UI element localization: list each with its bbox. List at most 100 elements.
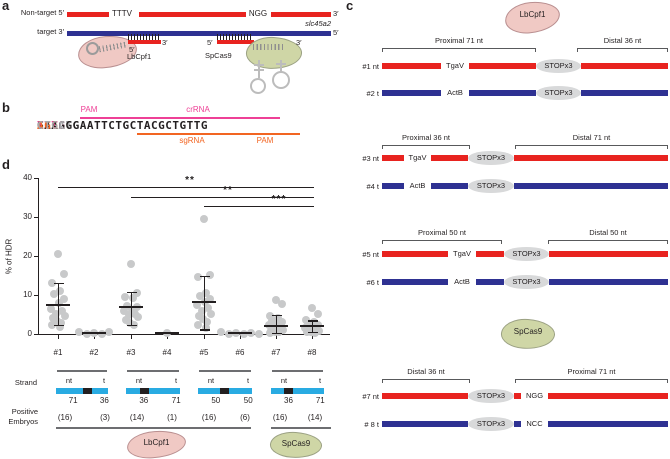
stop-cassette: STOPx3 (536, 59, 581, 73)
donor-strand-segment (431, 155, 468, 161)
ssodn-bar (126, 388, 180, 394)
sgrna-protospacer-bar (217, 40, 254, 44)
arm-length-right: 36 (99, 396, 109, 405)
donor-strand-segment (514, 155, 668, 161)
positive-embryos-label-2: Embryos (8, 417, 38, 426)
lbcpf1-label: LbCpf1 (519, 10, 546, 19)
c-row-id-label: #2 t (366, 89, 379, 98)
data-point (61, 312, 69, 321)
spcas9-label: SpCas9 (281, 439, 311, 448)
c-group4-right-bracket-label: Proximal 71 nt (567, 367, 616, 376)
x-axis-line (38, 334, 330, 335)
donor-strand-segment (469, 90, 536, 96)
decorative-element (250, 60, 290, 94)
stop-cassette: STOPx3 (504, 247, 549, 261)
non-target-strand-segment (139, 12, 246, 17)
c-group2-left-bracket-tick-right (469, 145, 471, 149)
y-tick-label: 10 (23, 290, 32, 299)
c-group4-right-bracket-tick-left (515, 379, 517, 383)
significance-stars: *** (271, 194, 287, 205)
donor-insert-label: TgaV (453, 249, 471, 258)
data-point (314, 309, 322, 318)
y-axis-label: % of HDR (4, 238, 14, 275)
error-bar-cap-top (271, 314, 282, 316)
x-tick-label: #4 (162, 348, 172, 357)
non-target-3prime-label: 3′ (333, 9, 339, 18)
strand-nt-label: nt (65, 376, 73, 385)
non-target-strand-segment (67, 12, 109, 17)
c-group3-right-bracket-line (548, 240, 668, 242)
strand-pair-topline (272, 370, 323, 372)
data-point (206, 294, 214, 303)
donor-strand-segment (382, 183, 404, 189)
data-point (206, 270, 214, 279)
positive-embryos-count: (16) (201, 413, 217, 422)
error-bar-line (58, 283, 59, 305)
mean-line (264, 324, 288, 327)
error-bar-cap-bottom (126, 324, 137, 326)
lbcpf1-group-underline (56, 427, 251, 429)
data-point (48, 278, 56, 287)
panel-letter-c: c (346, 0, 354, 13)
arm-length-left: 71 (68, 396, 78, 405)
panel-letter-d: d (2, 157, 10, 172)
data-point (315, 326, 323, 335)
mean-line (155, 332, 179, 335)
c-group1-right-bracket-line (577, 48, 668, 50)
c-group4-left-bracket-line (382, 379, 470, 381)
error-bar-cap-top (199, 275, 210, 277)
significance-stars: ** (185, 175, 195, 186)
c-group1-left-bracket-tick-left (382, 48, 384, 52)
data-point (60, 294, 68, 303)
tttv-pam-label: TTTV (112, 9, 132, 18)
panel-b: b PAM crRNA 5′CATG TTTG GAAGGGAATTCTGCTACG… (0, 0, 670, 160)
error-bar-cap-top (126, 291, 137, 294)
crrna-3prime-label: 3′ (162, 38, 168, 47)
data-point (254, 329, 263, 338)
significance-line (131, 196, 314, 198)
arm-length-left: 36 (139, 396, 149, 405)
stop-cassette: STOPx3 (468, 389, 514, 403)
data-point (266, 312, 274, 321)
sgrna-basepair-ticks (217, 34, 253, 40)
panel-letter-a: a (2, 0, 10, 13)
data-point (308, 304, 316, 313)
error-bar-cap-bottom (53, 325, 64, 327)
c-group4-left-bracket-tick-left (382, 379, 384, 383)
data-point (272, 295, 280, 304)
non-target-strand-label: Non-target 5′ (20, 8, 64, 17)
stop-cassette: STOPx3 (504, 275, 549, 289)
x-tick-label: #8 (307, 348, 317, 357)
lbcpf1-label: LbCpf1 (143, 438, 170, 447)
positive-embryos-count: (14) (307, 413, 323, 422)
c-row-id-label: #5 nt (362, 250, 379, 259)
strand-nt-label: nt (207, 376, 215, 385)
c-group3-right-bracket-label: Distal 50 nt (589, 228, 627, 237)
c-group3-right-bracket-tick-left (548, 240, 550, 244)
c-group2-right-bracket-label: Distal 71 nt (572, 133, 611, 142)
target-5prime-label: 5′ (333, 28, 339, 37)
donor-strand-segment (548, 393, 668, 399)
crrna-5prime-label: 5′ (129, 45, 135, 54)
c-row-id-label: #3 nt (362, 154, 379, 163)
data-point (224, 330, 233, 339)
error-bar-cap-bottom (199, 329, 210, 331)
decorative-element (250, 78, 266, 94)
donor-insert-label: TgaV (446, 61, 464, 70)
donor-strand-segment (514, 183, 668, 189)
mean-line (46, 303, 70, 306)
data-point (120, 307, 128, 316)
y-axis-line (38, 178, 39, 334)
c-row-id-label: #6 t (366, 278, 379, 287)
crrna-basepair-ticks (128, 34, 161, 40)
seq-pam-cpf1: TTTG (37, 119, 66, 132)
c-group2-right-bracket-line (515, 145, 668, 147)
decorative-element (272, 71, 290, 89)
c-group1-left-bracket-tick-right (535, 48, 537, 52)
data-point (194, 272, 202, 281)
data-point (268, 316, 276, 325)
c-group3-left-bracket-tick-right (501, 240, 503, 244)
arm-length-left: 36 (284, 396, 293, 405)
data-point (121, 292, 129, 301)
